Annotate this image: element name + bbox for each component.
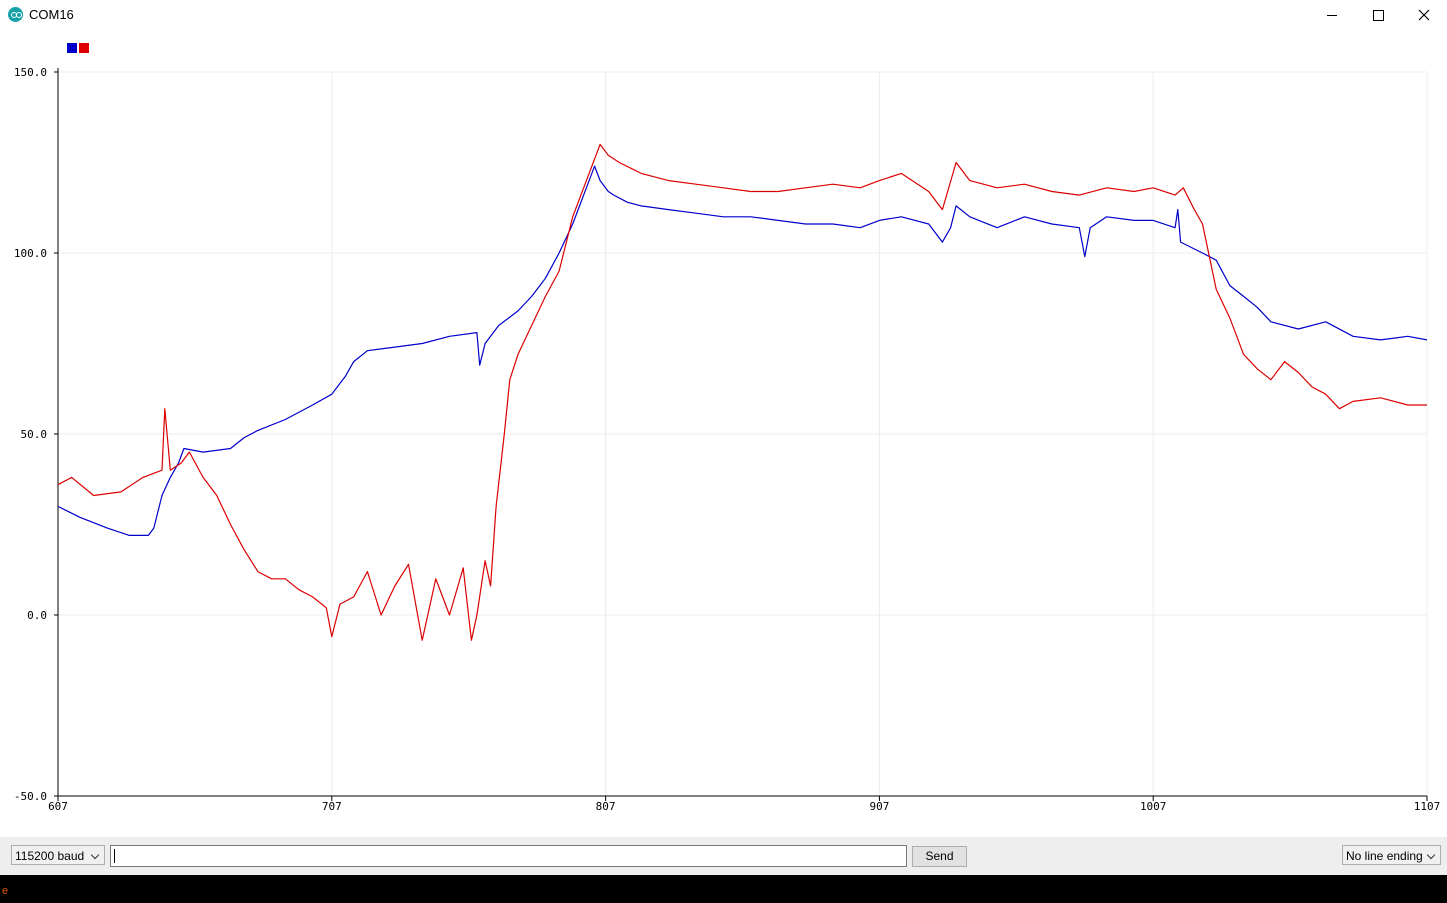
x-tick-label: 707	[322, 800, 342, 813]
line-ending-select[interactable]: No line ending	[1342, 845, 1441, 865]
arduino-icon	[8, 7, 23, 22]
y-tick-label: 50.0	[21, 428, 48, 441]
maximize-button[interactable]	[1355, 0, 1401, 30]
series-line-2	[57, 143, 1427, 641]
control-bar: 115200 baud Send No line ending	[0, 837, 1447, 875]
line-ending-value: No line ending	[1346, 849, 1423, 863]
chevron-down-icon	[1426, 850, 1436, 860]
y-tick-label: -50.0	[14, 790, 47, 803]
x-tick-label: 907	[869, 800, 889, 813]
minimize-icon	[1327, 14, 1337, 16]
y-tick-label: 0.0	[27, 609, 47, 622]
title-bar: COM16	[0, 0, 1447, 30]
x-tick-label: 807	[596, 800, 616, 813]
close-icon	[1418, 9, 1430, 21]
chevron-down-icon	[90, 850, 100, 860]
y-tick-label: 100.0	[14, 247, 47, 260]
y-tick-label: 150.0	[14, 66, 47, 79]
text-caret	[114, 849, 115, 863]
legend-swatch-series-1	[67, 43, 77, 53]
legend-swatch-series-2	[79, 43, 89, 53]
minimize-button[interactable]	[1309, 0, 1355, 30]
maximize-icon	[1372, 9, 1384, 21]
serial-input[interactable]	[110, 845, 907, 867]
window-title: COM16	[29, 7, 74, 22]
console-area: e	[0, 875, 1447, 903]
legend	[67, 40, 91, 53]
baud-rate-select[interactable]: 115200 baud	[11, 845, 105, 865]
baud-rate-value: 115200 baud	[15, 849, 85, 863]
console-text: e	[2, 885, 9, 897]
x-tick-label: 1107	[1414, 800, 1441, 813]
series-line-1	[57, 165, 1428, 536]
close-button[interactable]	[1401, 0, 1447, 30]
x-tick-label: 607	[48, 800, 68, 813]
x-tick-label: 1007	[1140, 800, 1167, 813]
send-button[interactable]: Send	[912, 846, 967, 867]
